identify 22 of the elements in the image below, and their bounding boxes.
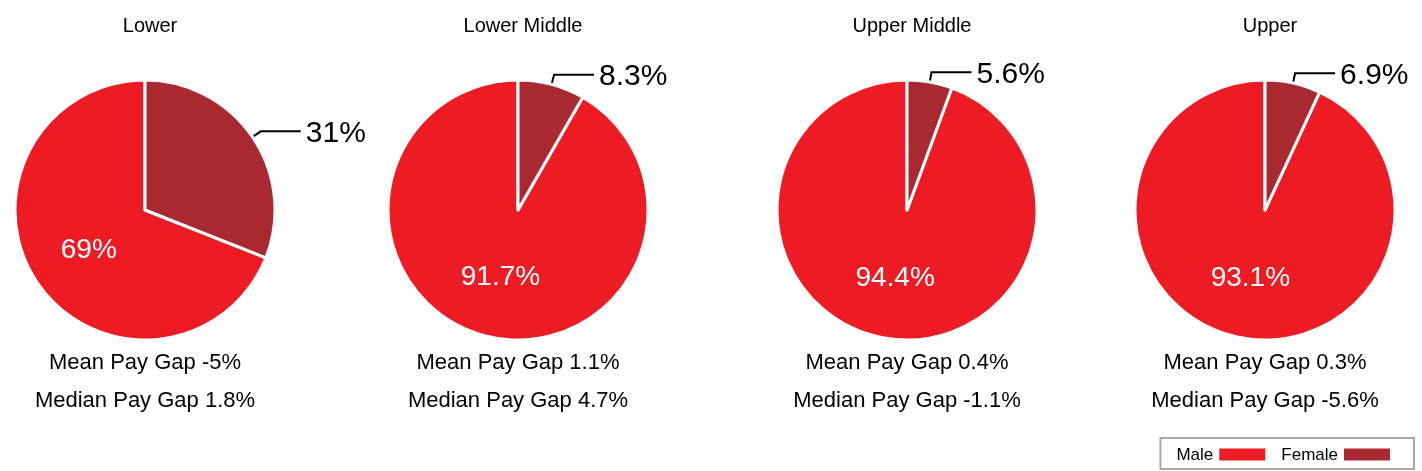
legend-label: Female — [1281, 445, 1338, 464]
data-label: 93.1% — [1210, 260, 1291, 292]
data-label: 31% — [305, 114, 366, 148]
text: Mean Pay Gap -5% — [49, 348, 241, 374]
chart-title: Upper — [1242, 14, 1298, 36]
data-label: 8.3% — [599, 58, 668, 92]
chart-title: Upper Middle — [852, 14, 972, 36]
data-label: 69% — [60, 232, 117, 264]
text: Mean Pay Gap 0.4% — [805, 348, 1009, 374]
text: Median Pay Gap -1.1% — [793, 386, 1021, 412]
text: Mean Pay Gap 1.1% — [416, 348, 620, 374]
text: Median Pay Gap 4.7% — [407, 386, 629, 412]
data-label: 94.4% — [855, 261, 935, 293]
chart-title: Lower Middle — [463, 14, 583, 36]
text: Median Pay Gap 1.8% — [34, 386, 256, 412]
text: Median Pay Gap -5.6% — [1151, 386, 1379, 412]
chart-title: Lower — [122, 14, 178, 36]
data-label: 91.7% — [460, 260, 541, 292]
legend-label: Male — [1176, 445, 1214, 464]
data-label: 5.6% — [976, 55, 1045, 89]
data-label: 6.9% — [1340, 56, 1409, 90]
text: Mean Pay Gap 0.3% — [1163, 348, 1367, 374]
